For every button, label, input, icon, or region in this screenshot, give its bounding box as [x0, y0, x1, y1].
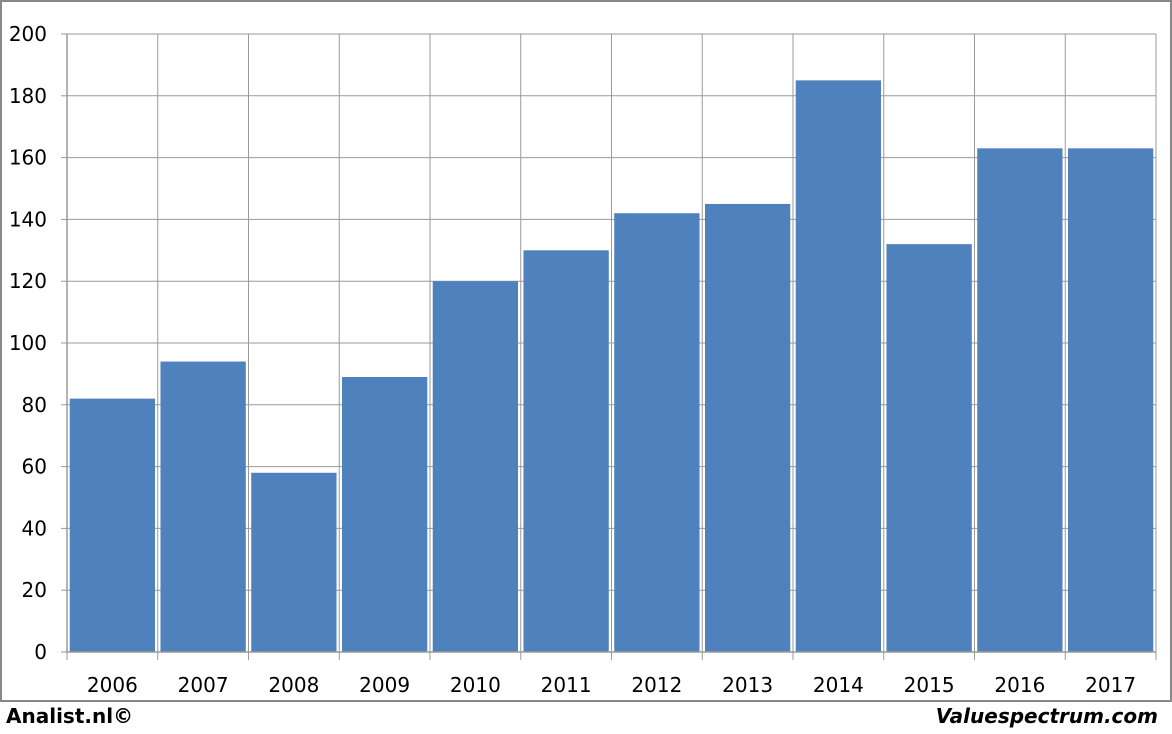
bar-2008	[251, 472, 337, 652]
x-tick-label: 2014	[813, 673, 864, 697]
y-tick-label: 180	[9, 84, 47, 108]
y-tick-label: 80	[22, 393, 47, 417]
x-tick-label: 2012	[631, 673, 682, 697]
footer-source-right: Valuespectrum.com	[935, 704, 1158, 728]
bar-2015	[886, 244, 972, 652]
bar-2009	[341, 376, 428, 652]
bar-2010	[432, 281, 519, 652]
x-tick-label: 2006	[87, 673, 138, 697]
x-tick-label: 2010	[450, 673, 501, 697]
x-tick-label: 2007	[178, 673, 229, 697]
y-tick-label: 200	[9, 22, 47, 46]
x-tick-label: 2009	[359, 673, 410, 697]
y-tick-labels: 0 20 40 60 80 100 120 140 160 180 200	[9, 22, 47, 664]
x-tick-label: 2008	[268, 673, 319, 697]
x-tick-label: 2017	[1085, 673, 1136, 697]
bar-2007	[160, 361, 246, 652]
y-tick-label: 100	[9, 331, 47, 355]
footer-source-left: Analist.nl©	[6, 704, 134, 728]
bar-2017	[1067, 148, 1154, 652]
x-tick-label: 2015	[904, 673, 955, 697]
bar-2016	[977, 148, 1063, 652]
x-tick-label: 2011	[541, 673, 592, 697]
x-tick-labels: 2006 2007 2008 2009 2010 2011 2012 2013 2014 2015…	[87, 673, 1136, 697]
y-tick-label: 20	[22, 578, 47, 602]
x-tick-label: 2013	[722, 673, 773, 697]
bars	[69, 80, 1154, 653]
axes	[61, 33, 1156, 653]
y-tick-label: 140	[9, 207, 47, 231]
bar-2006	[69, 398, 156, 652]
y-tick-label: 120	[9, 269, 47, 293]
bar-2013	[704, 203, 791, 652]
y-tick-label: 160	[9, 146, 47, 170]
y-tick-label: 40	[22, 516, 47, 540]
bar-2014	[795, 80, 882, 653]
bar-2011	[523, 250, 609, 653]
bar-2012	[614, 213, 700, 652]
y-tick-label: 60	[22, 455, 47, 479]
y-tick-label: 0	[34, 640, 47, 664]
x-tick-label: 2016	[994, 673, 1045, 697]
